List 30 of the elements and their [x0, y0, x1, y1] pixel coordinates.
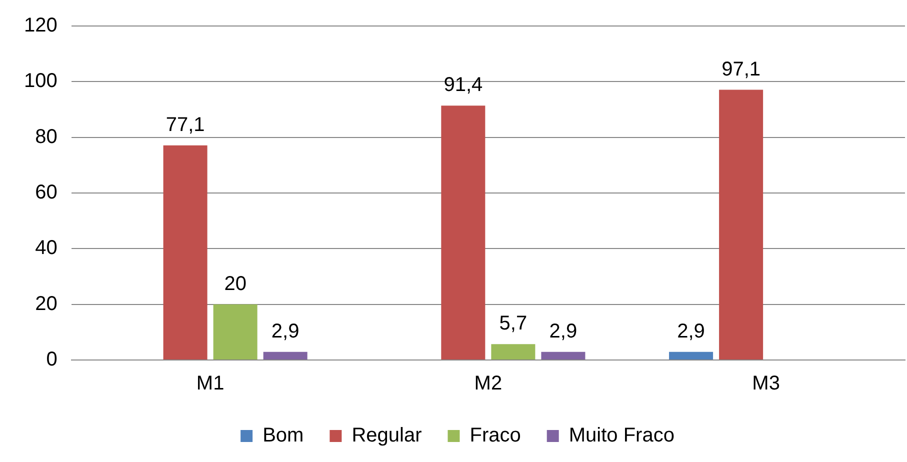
- data-label: 2,9: [677, 320, 705, 342]
- y-tick-label: 60: [35, 182, 58, 204]
- bar: [213, 304, 258, 360]
- legend-label: Bom: [262, 424, 304, 447]
- bar: [669, 352, 714, 360]
- y-tick-label: 120: [24, 14, 58, 37]
- bar: [491, 344, 536, 360]
- y-tick-label: 100: [24, 70, 58, 92]
- bar: [541, 352, 586, 360]
- bar: [163, 145, 208, 360]
- data-label: 2,9: [549, 320, 578, 342]
- bar: [441, 106, 486, 360]
- legend-label: Regular: [352, 424, 422, 447]
- bar: [263, 352, 308, 360]
- y-tick-label: 40: [35, 237, 58, 260]
- y-tick-label: 20: [35, 292, 58, 315]
- legend-label: Fraco: [470, 424, 521, 447]
- data-label: 5,7: [499, 312, 528, 335]
- data-label: 91,4: [444, 74, 483, 96]
- x-tick-label: M2: [474, 372, 502, 395]
- y-tick-label: 80: [35, 126, 58, 148]
- y-tick-label: 0: [46, 348, 58, 371]
- legend-label: Muito Fraco: [568, 424, 674, 447]
- x-tick-label: M3: [752, 372, 780, 395]
- data-label: 20: [224, 272, 246, 295]
- data-label: 77,1: [166, 114, 205, 136]
- bar: [719, 90, 764, 360]
- data-label: 97,1: [722, 58, 761, 80]
- data-label: 2,9: [271, 320, 300, 342]
- x-tick-label: M1: [196, 372, 224, 395]
